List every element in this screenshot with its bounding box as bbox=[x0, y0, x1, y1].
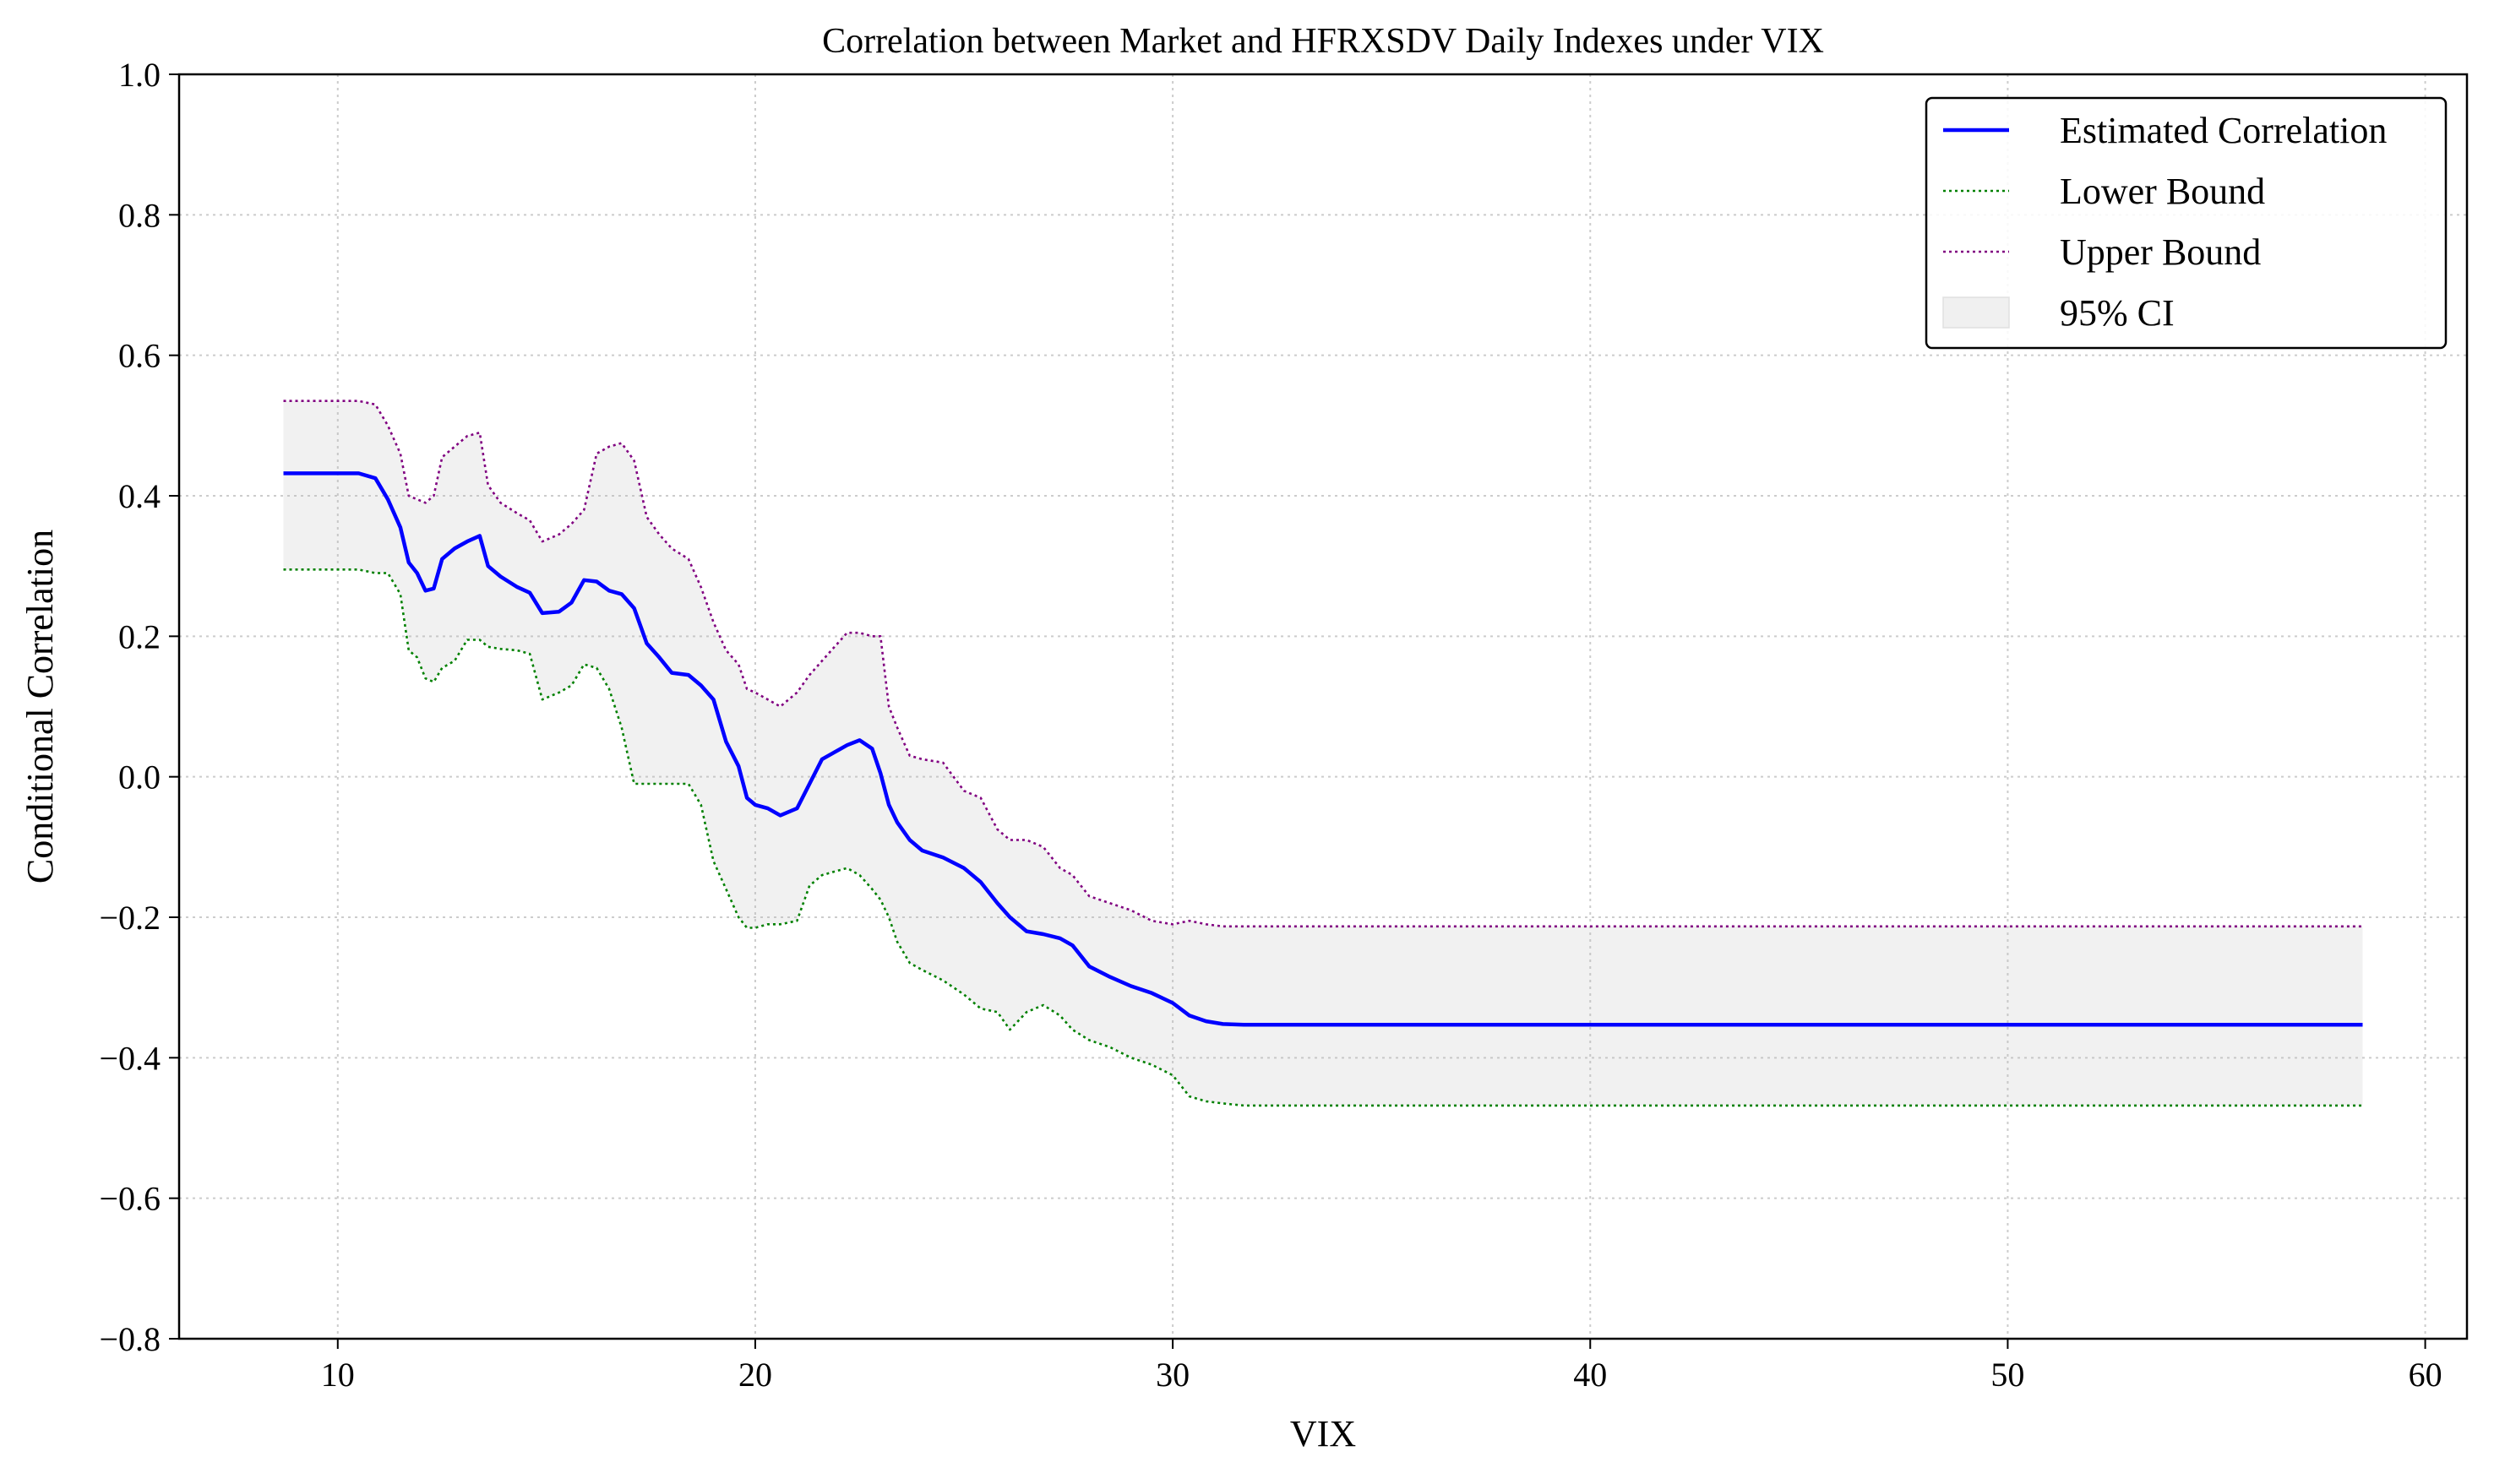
x-tick-label: 20 bbox=[738, 1356, 772, 1394]
tick-layer: 10 20 30 40 50 60 −0.8 −0.6 −0.4 −0.2 0.0 0.2 0.4 0.6… bbox=[99, 56, 2442, 1394]
ci-band-layer bbox=[283, 400, 2363, 1106]
series-line-upper-bound bbox=[283, 400, 2363, 928]
x-tick-label: 10 bbox=[321, 1356, 355, 1394]
legend-label-lower-bound: Lower Bound bbox=[2060, 171, 2265, 212]
y-tick-label: 0.0 bbox=[118, 758, 161, 796]
legend: Estimated Correlation Lower Bound Upper Bo… bbox=[1925, 96, 2448, 350]
legend-label-upper-bound: Upper Bound bbox=[2060, 231, 2261, 273]
chart-title: Correlation between Market and HFRXSDV D… bbox=[822, 22, 1824, 61]
x-tick-label: 50 bbox=[1990, 1356, 2024, 1394]
legend-box bbox=[1925, 96, 2448, 350]
x-tick-label: 40 bbox=[1573, 1356, 1607, 1394]
y-tick-label: 0.8 bbox=[118, 196, 161, 234]
series-line-estimated-correlation bbox=[283, 471, 2363, 1027]
x-axis-label: VIX bbox=[1290, 1413, 1356, 1454]
y-tick-label: 0.2 bbox=[118, 617, 161, 655]
ci-band bbox=[283, 400, 2363, 1106]
y-tick-label: 0.4 bbox=[118, 477, 161, 515]
legend-label-95-ci: 95% CI bbox=[2060, 292, 2175, 334]
legend-label-estimated-correlation: Estimated Correlation bbox=[2060, 110, 2387, 151]
y-tick-label: 0.6 bbox=[118, 337, 161, 375]
series-layer bbox=[283, 400, 2363, 1107]
y-tick-label: −0.6 bbox=[99, 1180, 161, 1218]
y-axis-label: Conditional Correlation bbox=[19, 530, 61, 883]
y-tick-label: −0.4 bbox=[99, 1039, 161, 1077]
y-tick-label: 1.0 bbox=[118, 56, 161, 94]
series-line-lower-bound bbox=[283, 568, 2363, 1107]
y-tick-label: −0.8 bbox=[99, 1320, 161, 1358]
x-tick-label: 30 bbox=[1156, 1356, 1190, 1394]
x-tick-label: 60 bbox=[2409, 1356, 2442, 1394]
plot-frame bbox=[177, 73, 2469, 1340]
legend-swatch-95-ci bbox=[1942, 296, 2010, 329]
y-tick-label: −0.2 bbox=[99, 899, 161, 937]
